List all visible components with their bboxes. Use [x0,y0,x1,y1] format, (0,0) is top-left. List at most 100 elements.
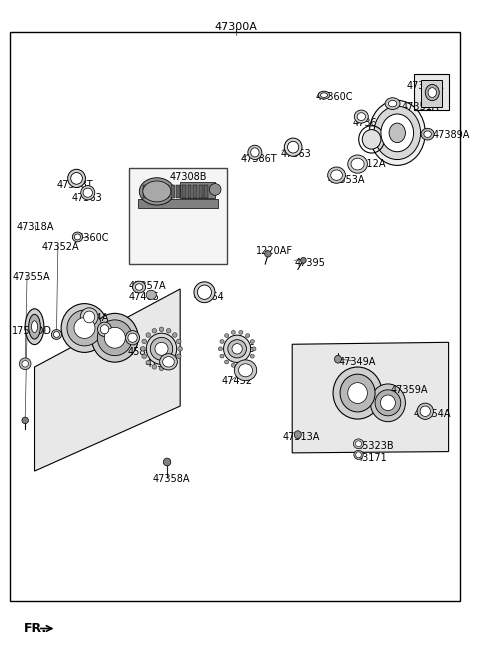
Ellipse shape [146,333,177,365]
Ellipse shape [197,285,212,299]
Ellipse shape [389,123,406,142]
Ellipse shape [348,382,367,403]
Ellipse shape [177,339,181,344]
Ellipse shape [353,439,364,449]
Ellipse shape [232,344,242,354]
Ellipse shape [251,148,259,157]
Ellipse shape [150,337,173,360]
Ellipse shape [369,100,425,165]
Ellipse shape [351,158,364,170]
Ellipse shape [209,184,221,195]
Text: 47313A: 47313A [283,432,320,442]
Ellipse shape [146,290,156,299]
Ellipse shape [97,320,132,356]
Ellipse shape [178,346,182,351]
Ellipse shape [328,167,346,183]
Text: 47308B: 47308B [170,172,207,182]
Ellipse shape [67,310,102,346]
Bar [414,74,449,110]
Ellipse shape [83,188,93,197]
Text: 47395: 47395 [295,258,325,268]
Ellipse shape [225,334,229,338]
Text: 47359A: 47359A [390,385,428,395]
Ellipse shape [288,141,299,153]
Ellipse shape [335,356,341,363]
Bar [193,185,197,198]
Ellipse shape [356,441,361,447]
Ellipse shape [155,342,168,356]
Ellipse shape [239,363,243,367]
Ellipse shape [163,357,174,367]
Bar [180,182,215,198]
Text: 47360C: 47360C [72,234,109,243]
Ellipse shape [84,311,95,323]
Text: 47314A: 47314A [72,314,109,323]
Ellipse shape [163,458,171,466]
Ellipse shape [80,308,98,326]
Ellipse shape [294,431,301,439]
Ellipse shape [231,363,236,367]
Ellipse shape [104,327,125,348]
Ellipse shape [245,360,250,364]
Text: 47357A: 47357A [129,281,167,291]
Ellipse shape [29,314,40,339]
Bar [129,168,227,264]
Ellipse shape [135,284,143,290]
Ellipse shape [340,374,375,412]
Text: 47363: 47363 [72,193,103,203]
Ellipse shape [160,354,178,370]
Ellipse shape [362,130,381,149]
Text: 47332: 47332 [145,359,176,369]
Ellipse shape [250,354,254,358]
Ellipse shape [356,452,361,458]
Text: 47353A: 47353A [327,174,365,185]
Ellipse shape [61,304,108,352]
Ellipse shape [146,360,151,365]
Text: 47363: 47363 [280,149,312,159]
Ellipse shape [284,138,302,156]
Ellipse shape [74,318,95,338]
Text: 47352A: 47352A [42,241,79,252]
Ellipse shape [159,327,164,331]
Ellipse shape [381,114,414,152]
Ellipse shape [128,333,137,342]
Polygon shape [35,289,180,471]
Polygon shape [138,199,217,208]
Ellipse shape [68,169,85,188]
Text: 1751DD: 1751DD [12,326,52,337]
Ellipse shape [22,361,28,367]
Ellipse shape [81,186,95,200]
Bar [199,185,203,198]
Ellipse shape [166,329,171,333]
Ellipse shape [239,364,252,377]
Ellipse shape [220,354,224,358]
Ellipse shape [264,251,271,257]
Bar [154,185,158,198]
Ellipse shape [100,325,109,334]
Ellipse shape [318,91,330,99]
Ellipse shape [172,333,177,337]
Ellipse shape [245,334,250,338]
Ellipse shape [71,173,83,184]
Ellipse shape [152,365,156,369]
Ellipse shape [139,178,174,205]
Ellipse shape [53,331,60,337]
Ellipse shape [19,358,31,369]
Ellipse shape [143,181,171,202]
Bar [182,185,186,198]
Bar [165,185,169,198]
Ellipse shape [51,329,61,339]
Ellipse shape [354,110,368,123]
Ellipse shape [424,131,432,137]
Ellipse shape [381,395,396,411]
Bar [160,185,163,198]
Text: 47383T: 47383T [103,336,140,346]
Ellipse shape [142,339,146,344]
Bar [171,185,175,198]
Ellipse shape [146,333,151,337]
Ellipse shape [194,282,215,302]
Ellipse shape [172,360,177,365]
Bar [177,185,180,198]
Ellipse shape [132,281,145,293]
Ellipse shape [250,340,254,344]
